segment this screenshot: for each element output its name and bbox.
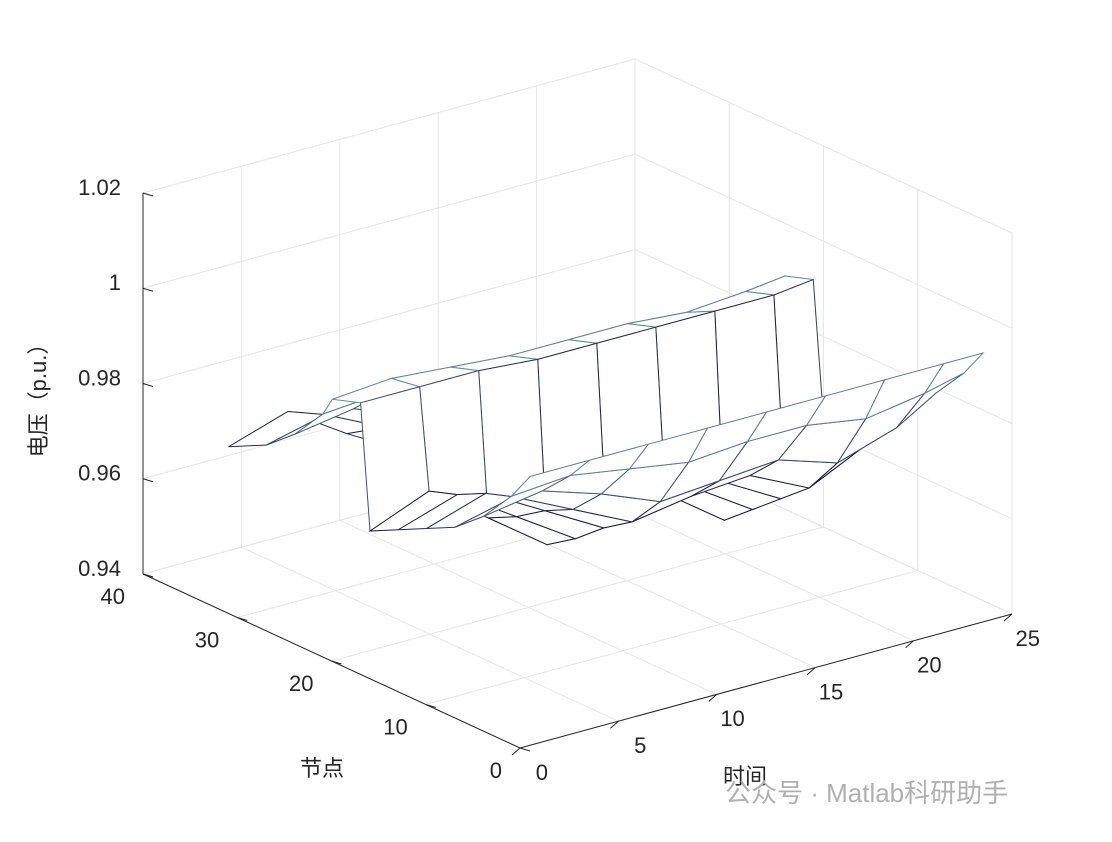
tick-mark [511, 747, 521, 756]
tick-mark [142, 287, 154, 292]
grid-line [331, 526, 824, 662]
grid-line [142, 153, 636, 289]
tick-mark [237, 617, 248, 621]
grid-line [634, 249, 1013, 424]
surface-patch [511, 459, 590, 497]
x-tick-label: 25 [1016, 626, 1040, 651]
grid-line [425, 570, 918, 705]
grid-line [142, 249, 636, 384]
x-tick-label: 0 [536, 760, 548, 785]
x-axis-label: 时间 [723, 764, 767, 789]
y-tick-label: 0 [490, 758, 502, 783]
y-tick-label: 10 [383, 714, 407, 739]
tick-mark [1003, 613, 1013, 622]
axis-line [519, 613, 1013, 749]
tick-mark [142, 478, 154, 483]
x-tick-label: 5 [634, 733, 646, 758]
y-axis-label: 节点 [300, 756, 344, 781]
tick-mark [905, 640, 914, 649]
tick-mark [708, 694, 718, 702]
x-tick-label: 20 [917, 653, 941, 678]
tick-mark [142, 573, 154, 578]
z-axis-label: 电压（p.u.） [26, 333, 51, 458]
z-tick-label: 0.96 [78, 461, 121, 486]
tick-mark [331, 660, 342, 665]
grid-line [634, 58, 1013, 234]
tick-mark [142, 383, 154, 387]
tick-mark [519, 747, 531, 752]
tick-mark [806, 667, 816, 675]
z-tick-label: 0.98 [78, 365, 121, 390]
tick-mark [425, 704, 436, 708]
grid-line [634, 153, 1013, 329]
z-tick-label: 1.02 [78, 175, 121, 200]
watermark: 公众号 · Matlab科研助手 [725, 778, 1008, 808]
grid-line [142, 58, 636, 194]
y-tick-label: 30 [195, 627, 219, 652]
tick-mark [142, 192, 154, 197]
z-tick-label: 0.94 [78, 556, 121, 581]
tick-mark [610, 720, 619, 729]
x-tick-label: 15 [819, 679, 843, 704]
y-tick-label: 20 [289, 671, 313, 696]
z-tick-label: 1 [109, 270, 121, 295]
y-tick-label: 40 [101, 584, 125, 609]
x-tick-label: 10 [720, 706, 744, 731]
